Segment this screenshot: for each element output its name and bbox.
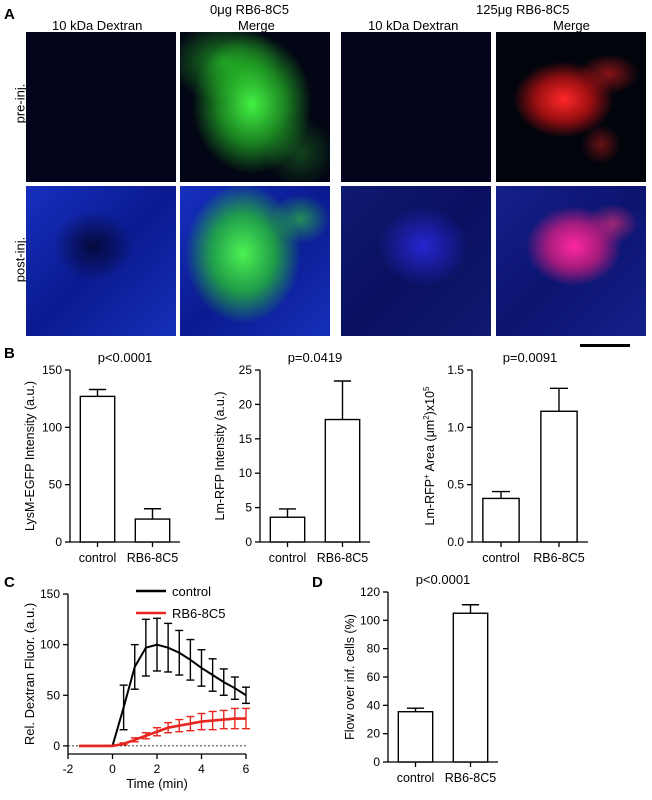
d-ytick-label: 40 bbox=[367, 698, 381, 712]
b3-pvalue: p=0.0091 bbox=[503, 350, 558, 365]
b3-bar bbox=[482, 497, 520, 543]
b3-ylabel-part: Lm-RFP bbox=[423, 479, 437, 526]
b3-ytick-label: 1.5 bbox=[447, 363, 464, 377]
micro-pre-dextran-125 bbox=[341, 32, 491, 182]
b3-ytick-label: 1.0 bbox=[447, 420, 464, 434]
c-xtick-label: 2 bbox=[154, 762, 161, 776]
b1-pvalue: p<0.0001 bbox=[98, 350, 153, 365]
b2-ytick-label: 10 bbox=[239, 466, 253, 480]
group-title-0ug: 0μg RB6-8C5 bbox=[210, 2, 290, 17]
b3-ytick-label: 0.5 bbox=[447, 478, 464, 492]
d-category-label: RB6-8C5 bbox=[445, 771, 496, 785]
col-label-merge-0: Merge bbox=[238, 18, 275, 33]
b1-bar bbox=[134, 518, 171, 543]
b2-category-label: control bbox=[269, 551, 307, 565]
b3-bar bbox=[540, 410, 578, 543]
b2-bar bbox=[269, 516, 306, 543]
d-ytick-label: 100 bbox=[360, 613, 380, 627]
col-label-merge-125: Merge bbox=[553, 18, 590, 33]
d-pvalue: p<0.0001 bbox=[416, 572, 471, 587]
b2-bar bbox=[324, 418, 361, 543]
c-legend-label: RB6-8C5 bbox=[172, 606, 225, 621]
b3-ylabel: Lm-RFP+ Area (μm2)x105 bbox=[422, 386, 437, 525]
d-ytick-label: 20 bbox=[367, 727, 381, 741]
b1-bar bbox=[79, 395, 116, 543]
b3-ylabel-part: + bbox=[422, 474, 431, 479]
d-ylabel: Flow over inf. cells (%) bbox=[343, 614, 357, 740]
c-ytick-label: 150 bbox=[40, 587, 60, 601]
group-title-125ug: 125μg RB6-8C5 bbox=[476, 2, 570, 17]
c-ytick-label: 100 bbox=[40, 638, 60, 652]
micro-pre-merge-0 bbox=[180, 32, 330, 182]
b1-ytick-label: 0 bbox=[55, 535, 62, 549]
d-ytick-label: 80 bbox=[367, 642, 381, 656]
panel-a-letter: A bbox=[4, 6, 15, 23]
b1-ytick-label: 100 bbox=[42, 420, 62, 434]
b3-ylabel-part: Area (μm bbox=[423, 420, 437, 474]
chart-b3: 0.0 0.5 1.0 1.5 control RB6-8C5 p=0.0091 Lm-RFP… bbox=[422, 350, 588, 565]
d-ytick-label: 0 bbox=[373, 755, 380, 769]
panel-d-letter: D bbox=[312, 574, 323, 591]
panel-c-letter: C bbox=[4, 574, 15, 591]
b3-ytick-label: 0.0 bbox=[447, 535, 464, 549]
col-label-dextran-125: 10 kDa Dextran bbox=[368, 18, 459, 33]
chart-b2: 0 5 10 15 20 25 control RB6-8C5 p=0.0419 Lm-RFP I… bbox=[213, 350, 370, 565]
col-label-dextran-0: 10 kDa Dextran bbox=[52, 18, 143, 33]
d-bar bbox=[452, 612, 489, 763]
d-bar bbox=[397, 711, 434, 763]
c-ytick-label: 50 bbox=[47, 688, 61, 702]
micro-post-dextran-0 bbox=[26, 186, 176, 336]
b2-ytick-label: 0 bbox=[245, 535, 252, 549]
micro-post-dextran-125 bbox=[341, 186, 491, 336]
b3-category-label: RB6-8C5 bbox=[533, 551, 584, 565]
chart-b1: 0 50 100 150 control RB6-8C5 p<0.0001 LysM-EGFP… bbox=[23, 350, 180, 565]
c-xtick-label: 4 bbox=[198, 762, 205, 776]
b2-pvalue: p=0.0419 bbox=[288, 350, 343, 365]
b2-category-label: RB6-8C5 bbox=[317, 551, 368, 565]
b1-ytick-label: 50 bbox=[49, 478, 63, 492]
b1-category-label: RB6-8C5 bbox=[127, 551, 178, 565]
c-line-RB6-8C5 bbox=[79, 717, 246, 748]
d-ytick-label: 120 bbox=[360, 585, 380, 599]
b1-category-label: control bbox=[79, 551, 117, 565]
b2-ylabel: Lm-RFP Intensity (a.u.) bbox=[213, 392, 227, 521]
b2-ytick-label: 20 bbox=[239, 397, 253, 411]
b3-ylabel-part: )x10 bbox=[423, 391, 437, 415]
micro-post-merge-125 bbox=[496, 186, 646, 336]
c-xtick-label: 6 bbox=[243, 762, 250, 776]
b1-ylabel: LysM-EGFP Intensity (a.u.) bbox=[23, 381, 37, 531]
panel-b-letter: B bbox=[4, 345, 15, 362]
c-ylabel: Rel. Dextran Fluor. (a.u.) bbox=[22, 603, 37, 745]
b3-ylabel-part: 2 bbox=[422, 415, 431, 420]
d-ytick-label: 60 bbox=[367, 670, 381, 684]
micro-post-merge-0 bbox=[180, 186, 330, 336]
b3-ylabel-part: 5 bbox=[422, 386, 431, 391]
c-xtick-label: -2 bbox=[63, 762, 74, 776]
c-legend-label: control bbox=[172, 584, 211, 599]
scale-bar bbox=[580, 344, 630, 347]
c-xtick-label: 0 bbox=[109, 762, 116, 776]
c-line-control bbox=[79, 643, 247, 747]
chart-d: 0 20 40 60 80 100 120 control RB6-8C5 p<0.0001 Flo… bbox=[343, 572, 498, 785]
b3-category-label: control bbox=[482, 551, 520, 565]
b2-ytick-label: 25 bbox=[239, 363, 253, 377]
micro-pre-merge-125 bbox=[496, 32, 646, 182]
c-ytick-label: 0 bbox=[53, 739, 60, 753]
b2-ytick-label: 5 bbox=[245, 501, 252, 515]
d-category-label: control bbox=[397, 771, 435, 785]
c-xlabel: Time (min) bbox=[126, 776, 188, 791]
b2-ytick-label: 15 bbox=[239, 432, 253, 446]
b1-ytick-label: 150 bbox=[42, 363, 62, 377]
micro-pre-dextran-0 bbox=[26, 32, 176, 182]
